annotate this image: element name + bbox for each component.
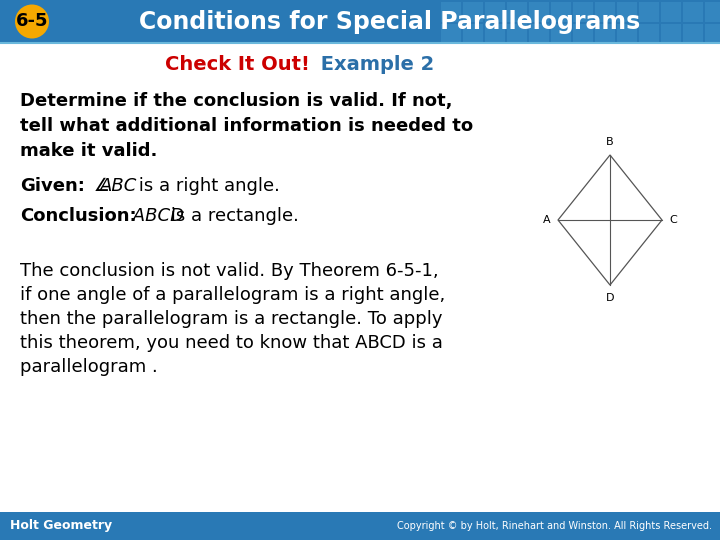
Text: Copyright © by Holt, Rinehart and Winston. All Rights Reserved.: Copyright © by Holt, Rinehart and Winsto… [397,521,712,531]
Text: then the parallelogram is a rectangle. To apply: then the parallelogram is a rectangle. T… [20,310,443,328]
FancyBboxPatch shape [661,2,681,22]
FancyBboxPatch shape [0,512,720,540]
FancyBboxPatch shape [683,2,703,22]
FancyBboxPatch shape [573,2,593,22]
Text: The conclusion is not valid. By Theorem 6-5-1,: The conclusion is not valid. By Theorem … [20,262,438,280]
FancyBboxPatch shape [463,2,483,22]
Text: Conclusion:: Conclusion: [20,207,137,225]
Text: Given:: Given: [20,177,85,195]
FancyBboxPatch shape [485,2,505,22]
Text: D: D [606,293,614,303]
Text: Holt Geometry: Holt Geometry [10,519,112,532]
Text: is a right angle.: is a right angle. [133,177,280,195]
Text: Determine if the conclusion is valid. If not,: Determine if the conclusion is valid. If… [20,92,452,110]
Text: is a rectangle.: is a rectangle. [165,207,299,225]
Text: ABCD: ABCD [127,207,184,225]
FancyBboxPatch shape [463,24,483,44]
Text: tell what additional information is needed to: tell what additional information is need… [20,117,473,135]
Text: ABC: ABC [100,177,138,195]
Text: 6-5: 6-5 [16,12,48,30]
FancyBboxPatch shape [683,24,703,44]
Text: ∠: ∠ [88,177,110,195]
FancyBboxPatch shape [0,43,720,512]
FancyBboxPatch shape [617,2,637,22]
Text: Example 2: Example 2 [314,56,434,75]
FancyBboxPatch shape [661,24,681,44]
FancyBboxPatch shape [0,0,720,43]
FancyBboxPatch shape [617,24,637,44]
FancyBboxPatch shape [529,24,549,44]
FancyBboxPatch shape [573,24,593,44]
FancyBboxPatch shape [595,24,615,44]
FancyBboxPatch shape [639,24,659,44]
FancyBboxPatch shape [507,24,527,44]
Text: if one angle of a parallelogram is a right angle,: if one angle of a parallelogram is a rig… [20,286,445,304]
Text: parallelogram .: parallelogram . [20,358,158,376]
FancyBboxPatch shape [705,2,720,22]
FancyBboxPatch shape [529,2,549,22]
FancyBboxPatch shape [441,2,461,22]
FancyBboxPatch shape [485,24,505,44]
Text: Check It Out!: Check It Out! [165,56,310,75]
Text: this theorem, you need to know that ABCD is a: this theorem, you need to know that ABCD… [20,334,443,352]
FancyBboxPatch shape [551,2,571,22]
FancyBboxPatch shape [595,2,615,22]
Text: B: B [606,137,614,147]
Text: A: A [544,215,551,225]
Circle shape [15,4,49,38]
FancyBboxPatch shape [639,2,659,22]
FancyBboxPatch shape [441,24,461,44]
Text: Conditions for Special Parallelograms: Conditions for Special Parallelograms [140,10,641,33]
FancyBboxPatch shape [551,24,571,44]
FancyBboxPatch shape [705,24,720,44]
Text: make it valid.: make it valid. [20,142,158,160]
Text: C: C [669,215,677,225]
FancyBboxPatch shape [507,2,527,22]
